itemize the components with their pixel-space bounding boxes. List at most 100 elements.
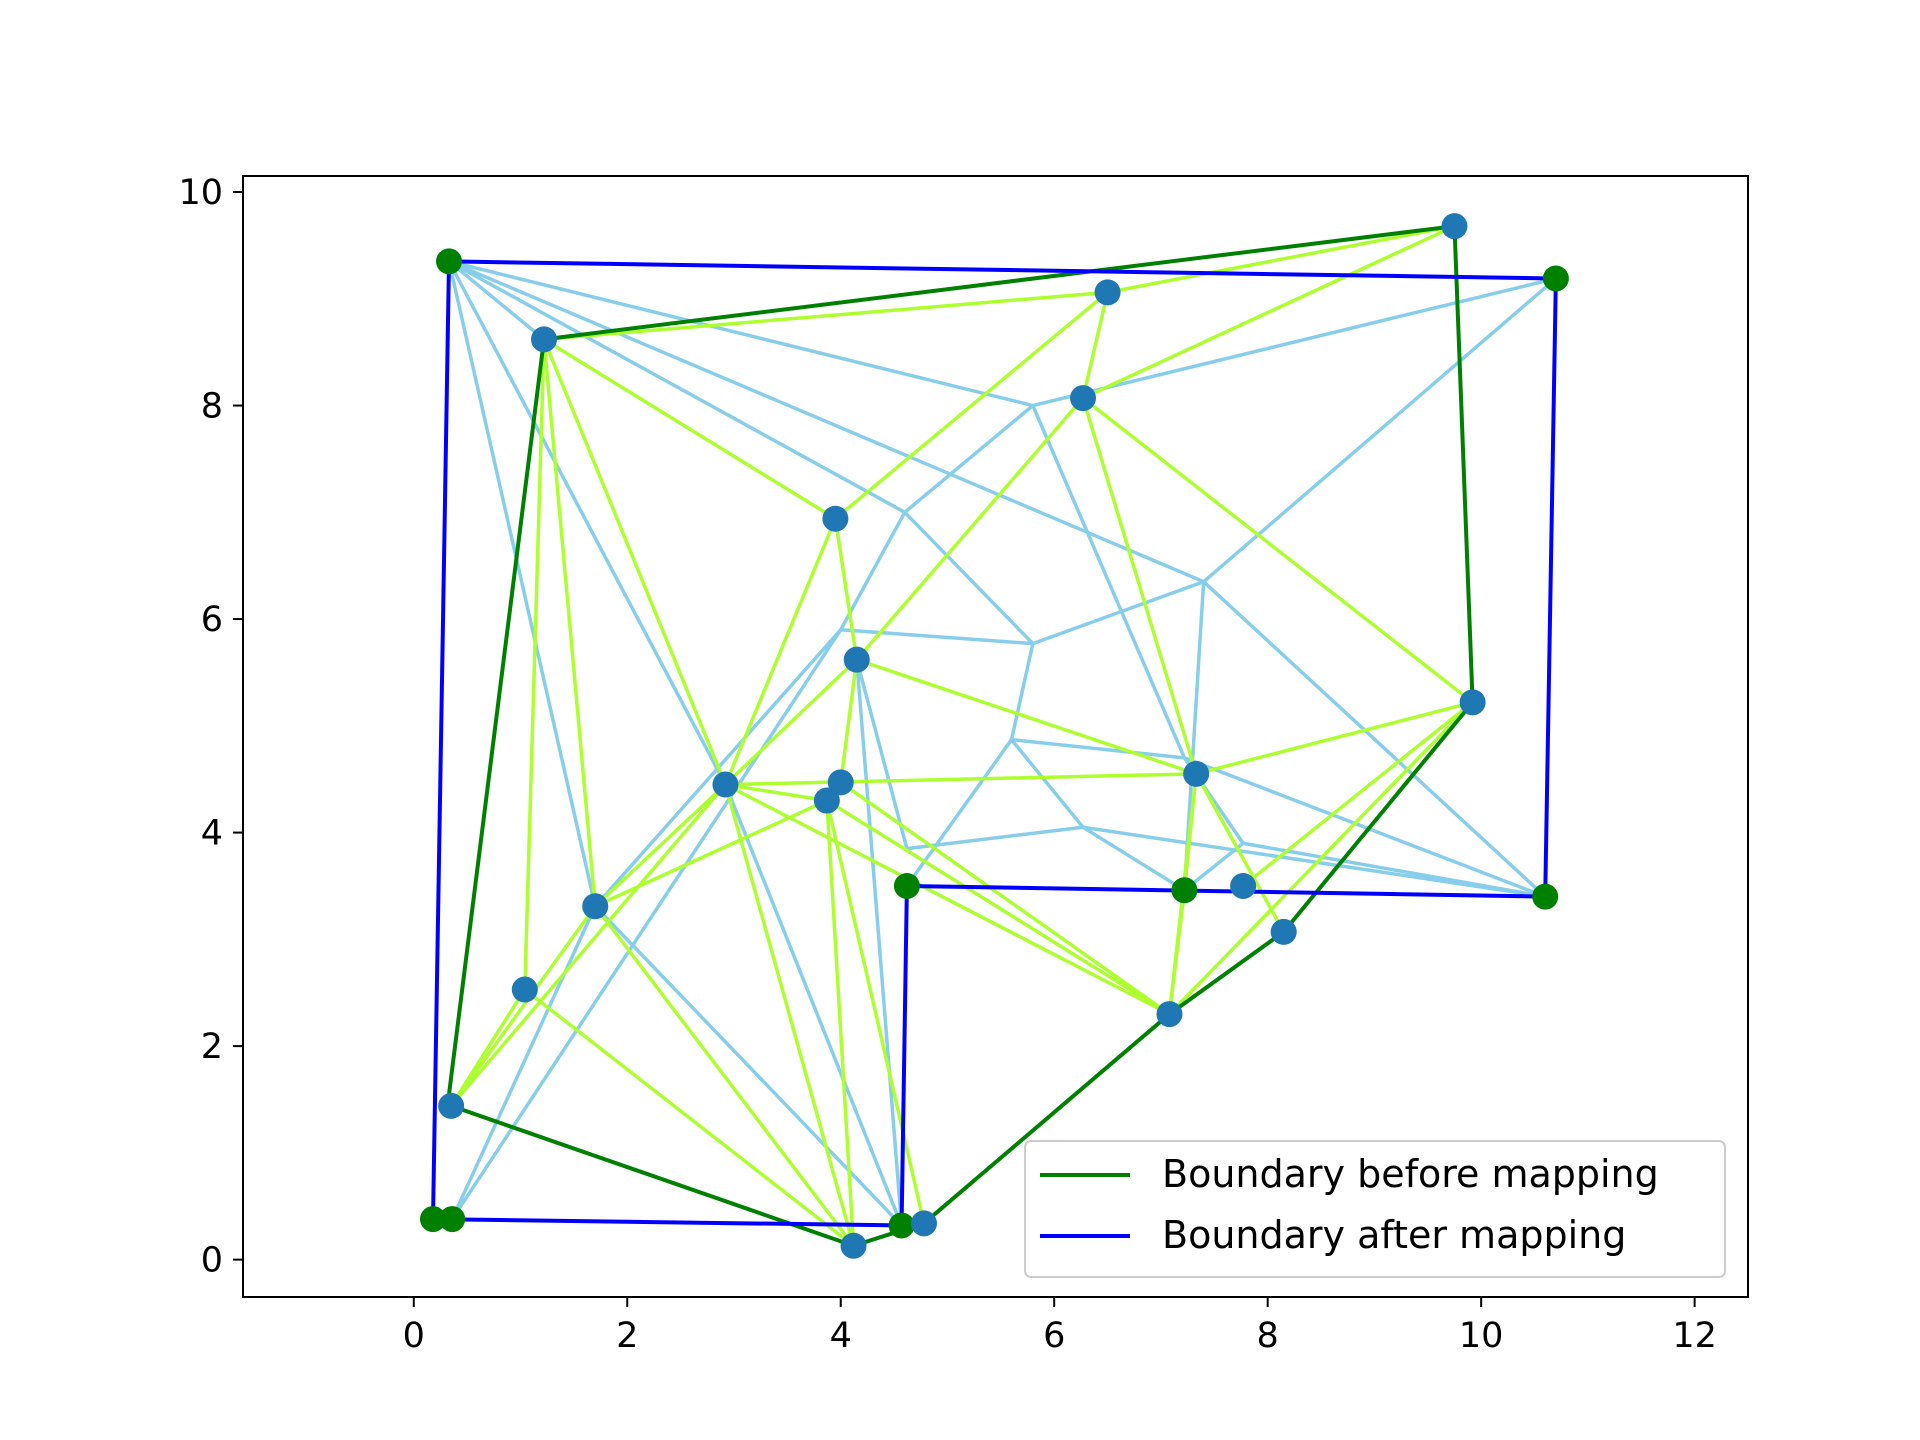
data-point <box>910 1210 937 1237</box>
boundary-point <box>893 872 920 899</box>
data-point <box>843 646 870 673</box>
mesh-after-edge <box>1032 580 1205 646</box>
mesh-before-edge <box>724 782 1171 1016</box>
legend-label-before: Boundary before mapping <box>1162 1152 1659 1196</box>
data-point <box>1441 213 1468 240</box>
legend: Boundary before mapping Boundary after m… <box>1024 1140 1726 1278</box>
mesh-before-edge <box>1082 224 1456 400</box>
x-tick-label: 8 <box>1257 1316 1279 1356</box>
ticks-layer: 0 2 4 6 8 10 12 0 2 4 6 8 10 <box>178 173 1716 1356</box>
mesh-after-edge <box>840 627 1033 646</box>
data-point <box>438 1092 465 1119</box>
mesh-after-edge <box>448 259 1034 408</box>
mesh-before-edge <box>1194 773 1286 933</box>
mesh-before-edge <box>449 783 727 1108</box>
mesh-before-edge <box>1081 397 1198 775</box>
data-point <box>531 326 557 353</box>
x-tick-label: 10 <box>1459 1316 1504 1356</box>
mesh-before-edge <box>449 988 527 1107</box>
data-point <box>511 976 538 1003</box>
data-point <box>840 1232 867 1259</box>
mesh-after-edge <box>1202 277 1558 584</box>
legend-box <box>1024 1140 1726 1278</box>
mesh-after-edge <box>1202 580 1547 898</box>
data-point <box>1156 1001 1183 1028</box>
data-point <box>1183 760 1210 787</box>
data-point <box>712 771 739 798</box>
mesh-after-edge <box>450 628 843 1221</box>
mesh-before-edge <box>838 659 859 783</box>
mesh-before-edge <box>833 518 859 660</box>
mesh-after-edge <box>903 511 1035 645</box>
mesh-before-edge <box>723 784 856 1247</box>
mesh-before-edge <box>856 657 1197 776</box>
boundary-point <box>1532 883 1559 910</box>
mesh-after-edge <box>855 659 909 850</box>
mesh-after-edge <box>1010 738 1085 829</box>
boundary-point <box>439 1206 466 1233</box>
mesh-before-edge <box>1167 890 1187 1015</box>
mesh-before-edge <box>449 905 597 1107</box>
axes-frame <box>242 175 1749 1298</box>
mesh-after-edge <box>854 659 904 1226</box>
mesh-before-edge <box>593 905 855 1247</box>
mesh-after-edge <box>448 259 906 514</box>
y-tick-label: 6 <box>201 600 223 640</box>
mesh-after-edge <box>1031 404 1187 759</box>
y-tick-label: 4 <box>201 814 223 854</box>
y-tick-label: 2 <box>201 1027 223 1067</box>
points-layer <box>419 213 1569 1259</box>
mesh-before-edge <box>523 988 855 1248</box>
boundary-point <box>436 248 463 275</box>
mesh-before-edge <box>543 290 1108 342</box>
mesh-before-edge <box>825 800 926 1224</box>
mesh-before-edge <box>594 783 727 908</box>
data-point <box>813 787 840 814</box>
y-tick-label: 10 <box>178 173 223 213</box>
mesh-before-edge <box>1195 700 1474 776</box>
mesh-before-edge <box>725 772 1197 787</box>
boundary-before-line <box>445 224 1475 1248</box>
boundary-lines-layer <box>430 224 1558 1248</box>
mesh-after-edge <box>1082 825 1186 892</box>
data-point <box>827 769 854 796</box>
mesh-before-edge <box>839 780 1171 1016</box>
x-tick-label: 0 <box>403 1316 425 1356</box>
x-tick-label: 6 <box>1043 1316 1065 1356</box>
mesh-before-edge <box>594 798 828 908</box>
data-point <box>1230 872 1257 899</box>
y-tick-label: 0 <box>201 1241 223 1281</box>
mesh-after-edge <box>1183 756 1546 899</box>
legend-label-after: Boundary after mapping <box>1162 1213 1626 1257</box>
data-point <box>822 505 849 532</box>
mesh-before-edge <box>543 337 837 521</box>
mesh-after-edge <box>1009 643 1035 741</box>
x-tick-label: 4 <box>830 1316 852 1356</box>
mesh-before-edge <box>723 518 838 786</box>
mesh-before-edge <box>1242 700 1474 888</box>
mesh-before-edge <box>542 339 597 907</box>
mesh-before-edge <box>542 338 728 786</box>
mesh-after-edge <box>1011 737 1185 760</box>
y-tick-label: 8 <box>201 387 223 427</box>
boundary-point <box>1171 877 1198 904</box>
boundary-point <box>1542 265 1569 292</box>
boundary-after-line <box>430 259 1558 1228</box>
mesh-after-edge <box>448 259 1205 584</box>
mesh-before-edge <box>825 800 856 1246</box>
mesh-after-edge <box>906 825 1084 851</box>
mesh-before-edge <box>1081 396 1474 704</box>
data-point <box>1459 689 1486 716</box>
mesh-before-edge <box>1081 291 1110 399</box>
mesh-after-edge <box>1242 841 1546 899</box>
mesh-after-edge <box>450 905 597 1220</box>
boundary-point <box>888 1212 915 1239</box>
mesh-before-edge <box>834 291 1109 521</box>
mesh-before-edge <box>1107 224 1455 295</box>
mesh-after-edge <box>1082 825 1546 899</box>
data-point <box>1070 385 1097 412</box>
mesh-before-edge <box>725 782 828 803</box>
mesh-layer <box>447 224 1558 1248</box>
